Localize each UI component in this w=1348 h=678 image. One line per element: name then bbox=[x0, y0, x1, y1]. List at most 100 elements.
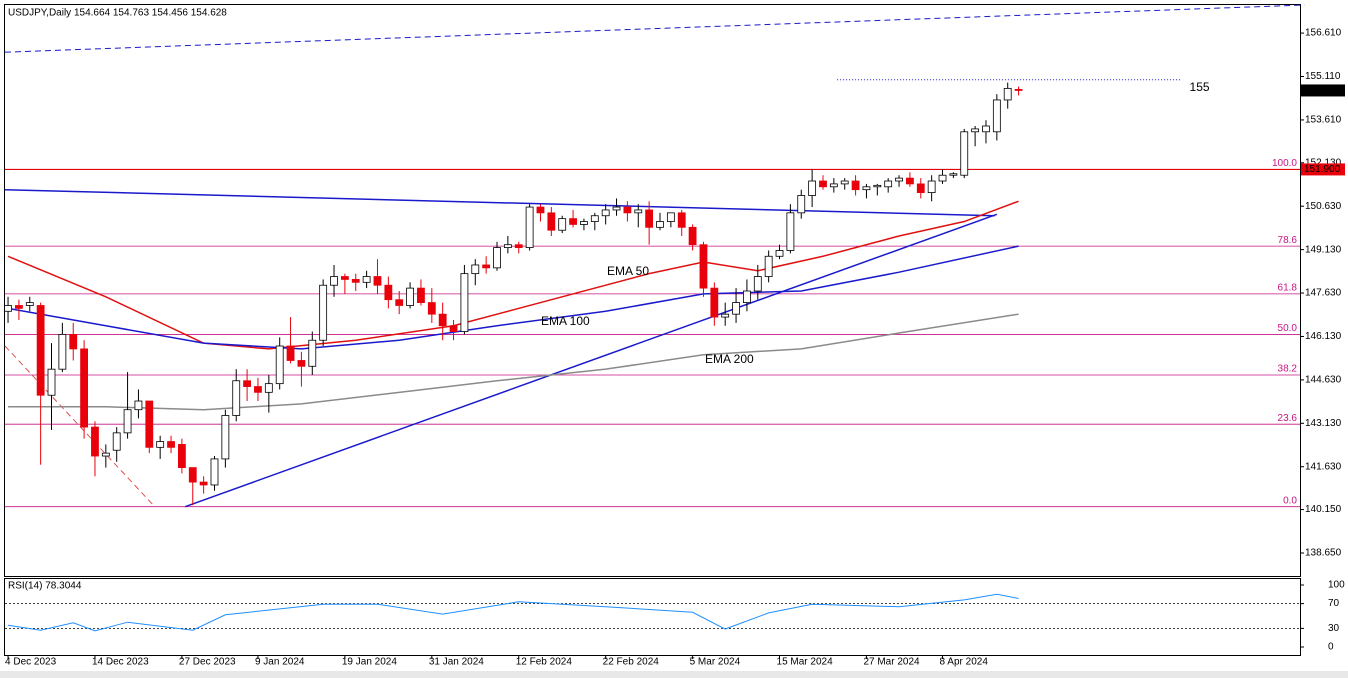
candle-body bbox=[829, 183, 838, 188]
candle-body bbox=[145, 400, 154, 448]
y-tick-label: 140.150 bbox=[1305, 504, 1342, 515]
candle-body bbox=[612, 206, 621, 211]
candle-body bbox=[992, 99, 1001, 133]
candle-body bbox=[275, 345, 284, 385]
candle-body bbox=[710, 287, 719, 318]
y-tick-label: 153.610 bbox=[1305, 115, 1342, 126]
price-box bbox=[1301, 84, 1345, 97]
fib-label: 78.6 bbox=[1278, 235, 1298, 246]
candle-body bbox=[916, 183, 925, 193]
candle-body bbox=[69, 334, 78, 350]
candle-body bbox=[971, 128, 980, 133]
candle-body bbox=[982, 125, 990, 133]
candle-body bbox=[351, 279, 360, 283]
candle-body bbox=[384, 284, 393, 301]
candle-body bbox=[406, 287, 414, 306]
y-tick-label: 144.630 bbox=[1305, 375, 1342, 386]
candle-body bbox=[308, 339, 317, 367]
candle-body bbox=[243, 380, 251, 387]
rsi-frame bbox=[4, 578, 1301, 656]
trendline bbox=[4, 4, 1305, 53]
candle-body bbox=[482, 264, 491, 269]
y-tick-label: 138.650 bbox=[1305, 548, 1342, 559]
x-tick-label: 14 Dec 2023 bbox=[92, 657, 149, 668]
candle-body bbox=[514, 244, 523, 248]
candle-body bbox=[232, 380, 241, 416]
fib-label: 100.0 bbox=[1272, 158, 1297, 169]
x-tick-label: 15 Mar 2024 bbox=[777, 657, 834, 668]
candle-body bbox=[221, 415, 230, 460]
candle-body bbox=[80, 348, 89, 428]
candle-body bbox=[395, 299, 404, 306]
candle-body bbox=[286, 345, 295, 361]
candle-body bbox=[645, 209, 654, 228]
candle-body bbox=[558, 218, 567, 231]
candle-body bbox=[580, 221, 588, 225]
scrollbar[interactable] bbox=[0, 671, 1348, 678]
candle-body bbox=[536, 206, 545, 214]
candle-body bbox=[884, 180, 893, 188]
candle-body bbox=[677, 212, 686, 228]
candle-body bbox=[590, 215, 599, 222]
candle-body bbox=[960, 131, 969, 176]
candle-body bbox=[25, 302, 34, 306]
candle-body bbox=[808, 180, 817, 196]
candle-body bbox=[188, 467, 197, 483]
candle-body bbox=[764, 255, 773, 277]
candle-body bbox=[1003, 87, 1012, 101]
rsi-tick-label: 0 bbox=[1328, 642, 1334, 653]
candle-body bbox=[819, 180, 827, 188]
candle-body bbox=[4, 305, 12, 312]
x-tick-label: 8 Apr 2024 bbox=[940, 657, 989, 668]
candle-body bbox=[503, 244, 512, 248]
candle-body bbox=[417, 287, 425, 303]
candle-body bbox=[569, 218, 577, 225]
candle-body bbox=[623, 206, 632, 214]
fib-label: 38.2 bbox=[1278, 364, 1298, 375]
ema-label: EMA 100 bbox=[541, 314, 590, 328]
candle-body bbox=[601, 209, 610, 217]
candle-body bbox=[753, 276, 762, 292]
trendline bbox=[4, 345, 156, 508]
fib-label: 50.0 bbox=[1278, 323, 1298, 334]
x-tick-label: 31 Jan 2024 bbox=[429, 657, 484, 668]
rsi-line bbox=[7, 593, 1019, 632]
candle-body bbox=[862, 186, 871, 191]
y-tick-label: 155.110 bbox=[1305, 71, 1341, 82]
rsi-tick-label: 100 bbox=[1328, 580, 1345, 591]
candle-body bbox=[493, 247, 501, 269]
ema-line bbox=[7, 245, 1019, 350]
trendline bbox=[4, 188, 995, 217]
candle-body bbox=[906, 177, 914, 185]
price-box-label: 151.900 bbox=[1304, 164, 1341, 175]
candle-body bbox=[134, 400, 143, 411]
main-frame bbox=[4, 4, 1301, 577]
candle-body bbox=[15, 305, 23, 309]
candle-body bbox=[36, 305, 45, 396]
x-tick-label: 22 Feb 2024 bbox=[603, 657, 660, 668]
rsi-tick-label: 30 bbox=[1328, 623, 1340, 634]
candle-body bbox=[167, 441, 175, 448]
candle-body bbox=[547, 212, 556, 231]
candle-body bbox=[123, 409, 132, 434]
price-box-label: 154.628 bbox=[1304, 85, 1341, 96]
candle-body bbox=[851, 180, 860, 191]
candle-body bbox=[743, 290, 751, 303]
fib-label: 23.6 bbox=[1278, 413, 1298, 424]
candle-body bbox=[449, 325, 458, 332]
candle-body bbox=[666, 212, 675, 222]
candle-body bbox=[656, 221, 664, 228]
candle-body bbox=[210, 458, 219, 486]
y-tick-label: 141.630 bbox=[1305, 461, 1342, 472]
rsi-tick-label: 70 bbox=[1328, 598, 1340, 609]
candle-body bbox=[471, 264, 480, 275]
chart-title: USDJPY,Daily 154.664 154.763 154.456 154… bbox=[8, 8, 227, 19]
fib-label: 0.0 bbox=[1283, 495, 1297, 506]
candle-body bbox=[688, 226, 697, 246]
candle-body bbox=[254, 386, 262, 393]
target-label: 155 bbox=[1190, 80, 1210, 94]
candle-body bbox=[873, 184, 882, 188]
price-box bbox=[1301, 163, 1345, 176]
